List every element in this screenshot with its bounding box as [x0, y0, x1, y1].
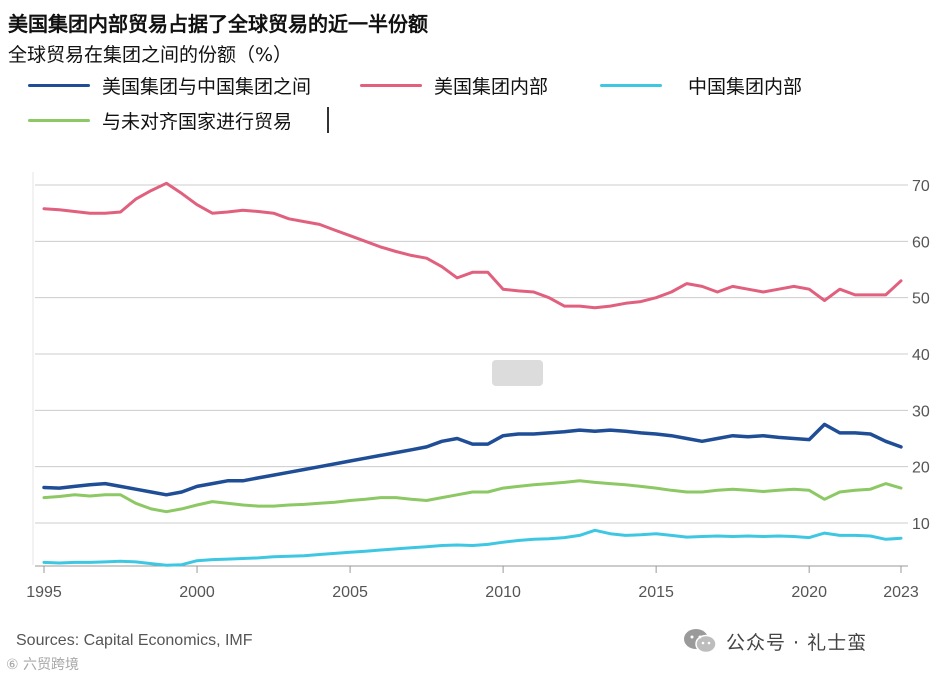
x-tick-label: 2000 — [179, 584, 215, 601]
source-note: Sources: Capital Economics, IMF — [16, 632, 253, 649]
x-tick-label: 1995 — [26, 584, 62, 601]
watermark-right: 公众号 · 礼士蛮 — [682, 627, 867, 655]
y-tick-label: 40 — [912, 347, 930, 364]
x-tick-label: 2020 — [791, 584, 827, 601]
x-tick-label: 2005 — [332, 584, 368, 601]
legend-label-us-china: 美国集团与中国集团之间 — [102, 75, 312, 98]
series-line-us-china — [42, 422, 903, 497]
legend-swatch-nonaligned — [28, 118, 90, 122]
legend-swatch-us-bloc — [360, 83, 422, 87]
y-tick-label: 70 — [912, 178, 930, 195]
watermark-left: ⑥ 六贸跨境 — [6, 657, 80, 673]
legend-swatch-us-china — [28, 83, 90, 87]
legend-label-us-bloc: 美国集团内部 — [434, 75, 549, 98]
y-tick-label: 30 — [912, 403, 930, 420]
chart-subtitle: 全球贸易在集团之间的份额（%） — [8, 44, 293, 66]
wechat-icon — [684, 629, 717, 654]
legend-label-nonaligned: 与未对齐国家进行贸易 — [102, 110, 293, 133]
series-line-nonaligned — [42, 479, 903, 514]
legend-label-china-bloc: 中国集团内部 — [688, 75, 803, 98]
chart-title: 美国集团内部贸易占据了全球贸易的近一半份额 — [8, 12, 428, 36]
y-tick-label: 20 — [912, 460, 930, 477]
series-line-china-bloc — [42, 528, 903, 567]
legend-item-nonaligned: 与未对齐国家进行贸易 — [28, 106, 292, 134]
text-cursor — [327, 107, 329, 133]
x-tick-label: 2023 — [883, 584, 919, 601]
watermark-right-text: 公众号 · 礼士蛮 — [726, 631, 868, 654]
legend-item-us-bloc: 美国集团内部 — [360, 71, 548, 99]
legend-item-us-china: 美国集团与中国集团之间 — [28, 71, 311, 99]
y-tick-label: 50 — [912, 291, 930, 308]
legend-swatch-china-bloc — [600, 83, 662, 87]
legend-item-china-bloc: 中国集团内部 — [600, 71, 802, 99]
series-line-us-bloc — [42, 181, 903, 310]
x-tick-label: 2015 — [638, 584, 674, 601]
y-tick-label: 60 — [912, 234, 930, 251]
blurred-stamp — [492, 360, 543, 386]
y-tick-label: 10 — [912, 516, 930, 533]
x-tick-label: 2010 — [485, 584, 521, 601]
